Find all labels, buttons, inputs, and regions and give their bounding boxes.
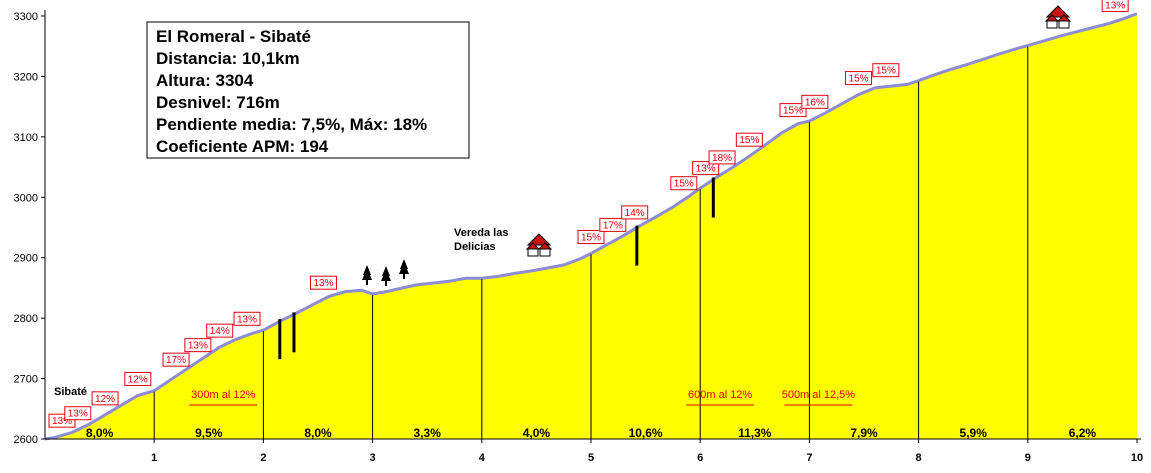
- y-tick-label: 3000: [14, 192, 38, 204]
- gradient-flag-box: [91, 391, 119, 406]
- y-tick-label: 3300: [14, 11, 38, 23]
- segment-gradient-label: 4,0%: [523, 426, 551, 440]
- gradient-flag-box: [692, 161, 720, 176]
- labels-layer: 8,0% 9,5% 8,0% 3,3% 4,0% 10,6% 11,3% 7,9% 5,9% 6,…: [48, 0, 1129, 440]
- segment-gradient-label: 8,0%: [86, 426, 114, 440]
- info-line: Pendiente media: 7,5%, Máx: 18%: [156, 115, 427, 134]
- y-tick-label: 3200: [14, 71, 38, 83]
- gradient-flag-box: [599, 217, 627, 232]
- gradient-flag-label: 13%: [237, 314, 257, 325]
- x-tick-label: 8: [916, 452, 922, 464]
- y-tick-label: 3100: [14, 132, 38, 144]
- gradient-flag-label: 13%: [188, 341, 208, 352]
- gradient-flag-label: 15%: [674, 179, 694, 190]
- km-lines-layer: [153, 46, 1029, 439]
- gradient-flag-box: [309, 275, 337, 290]
- gradient-flag-label: 12%: [128, 374, 148, 385]
- gradient-flag-box: [233, 311, 261, 326]
- gradient-flag-label: 15%: [876, 66, 896, 77]
- section-note: 300m al 12%: [191, 389, 255, 401]
- segment-gradient-label: 3,3%: [414, 426, 442, 440]
- tree-icon: [381, 266, 391, 286]
- place-name: Vereda las: [454, 227, 508, 239]
- gradient-flag-box: [577, 229, 605, 244]
- gradient-flag-label: 13%: [1105, 0, 1125, 11]
- gradient-flag-label: 14%: [210, 326, 230, 337]
- segment-gradient-label: 10,6%: [629, 426, 663, 440]
- profile-area-layer: [44, 12, 1138, 441]
- gradient-flag-label: 13%: [313, 278, 333, 289]
- gradient-flag-box: [801, 94, 829, 109]
- segment-gradient-label: 9,5%: [195, 426, 223, 440]
- gradient-flag-label: 17%: [166, 355, 186, 366]
- gradient-flag-box: [162, 352, 190, 367]
- gradient-flag-box: [670, 176, 698, 191]
- gradient-flag-label: 13%: [68, 409, 88, 420]
- segment-gradient-label: 5,9%: [960, 426, 988, 440]
- info-line: Desnivel: 716m: [156, 93, 280, 112]
- gradient-flag-label: 15%: [739, 135, 759, 146]
- place-name: Sibaté: [54, 386, 87, 398]
- info-line: El Romeral - Sibaté: [156, 27, 311, 46]
- segment-gradient-label: 6,2%: [1069, 426, 1097, 440]
- segment-gradient-label: 8,0%: [304, 426, 332, 440]
- gradient-flag-label: 15%: [581, 232, 601, 243]
- gradient-flag-box: [708, 150, 736, 165]
- house-icon: [525, 233, 553, 257]
- y-tick-label: 2600: [14, 434, 38, 446]
- profile-fill: [45, 13, 1137, 439]
- gradient-flag-label: 15%: [849, 74, 869, 85]
- info-line: Distancia: 10,1km: [156, 49, 300, 68]
- gradient-flag-label: 17%: [603, 220, 623, 231]
- gradient-flag-box: [845, 71, 873, 86]
- gradient-marks-layer: [278, 177, 715, 360]
- x-tick-label: 4: [479, 452, 486, 464]
- axes-layer: 2600 2700 2800 2900 3000 3100 3200 3300 1 2 3 4 5 6 7 8…: [14, 10, 1143, 464]
- info-box-frame: [146, 21, 470, 159]
- icons-layer: [362, 5, 1072, 286]
- x-tick-label: 6: [697, 452, 703, 464]
- x-tick-label: 10: [1131, 452, 1143, 464]
- x-tick-label: 1: [151, 452, 157, 464]
- x-tick-label: 7: [806, 452, 812, 464]
- info-line: Altura: 3304: [156, 71, 254, 90]
- info-line: Coeficiente APM: 194: [156, 137, 329, 156]
- profile-line: [44, 12, 1138, 441]
- x-tick-label: 5: [588, 452, 594, 464]
- gradient-flag-box: [124, 371, 152, 386]
- x-tick-label: 3: [370, 452, 376, 464]
- y-tick-label: 2800: [14, 313, 38, 325]
- gradient-flag-box: [621, 205, 649, 220]
- gradient-flag-label: 15%: [783, 106, 803, 117]
- gradient-flag-box: [1101, 0, 1129, 12]
- tree-icon: [362, 265, 372, 285]
- gradient-flag-label: 18%: [712, 153, 732, 164]
- gradient-flag-box: [64, 406, 92, 421]
- tree-icon: [399, 259, 409, 279]
- gradient-flag-box: [206, 323, 234, 338]
- segment-gradient-label: 7,9%: [850, 426, 878, 440]
- place-name: Delicias: [454, 241, 496, 253]
- info-box: El Romeral - Sibaté Distancia: 10,1km Altu…: [146, 21, 470, 159]
- gradient-flag-label: 16%: [805, 97, 825, 108]
- section-note: 500m al 12,5%: [782, 389, 856, 401]
- gradient-flag-label: 12%: [95, 394, 115, 405]
- house-icon: [1044, 5, 1072, 29]
- gradient-flag-box: [735, 132, 763, 147]
- gradient-flag-label: 13%: [696, 164, 716, 175]
- section-note: 600m al 12%: [688, 389, 752, 401]
- gradient-flag-label: 14%: [625, 208, 645, 219]
- segment-gradient-label: 11,3%: [738, 426, 772, 440]
- y-tick-label: 2900: [14, 253, 38, 265]
- gradient-flag-box: [779, 103, 807, 118]
- gradient-flag-box: [184, 338, 212, 353]
- x-tick-label: 9: [1025, 452, 1031, 464]
- y-tick-label: 2700: [14, 374, 38, 386]
- gradient-flag-box: [872, 63, 900, 78]
- x-tick-label: 2: [260, 452, 266, 464]
- gradient-flag-label: 13%: [52, 416, 72, 427]
